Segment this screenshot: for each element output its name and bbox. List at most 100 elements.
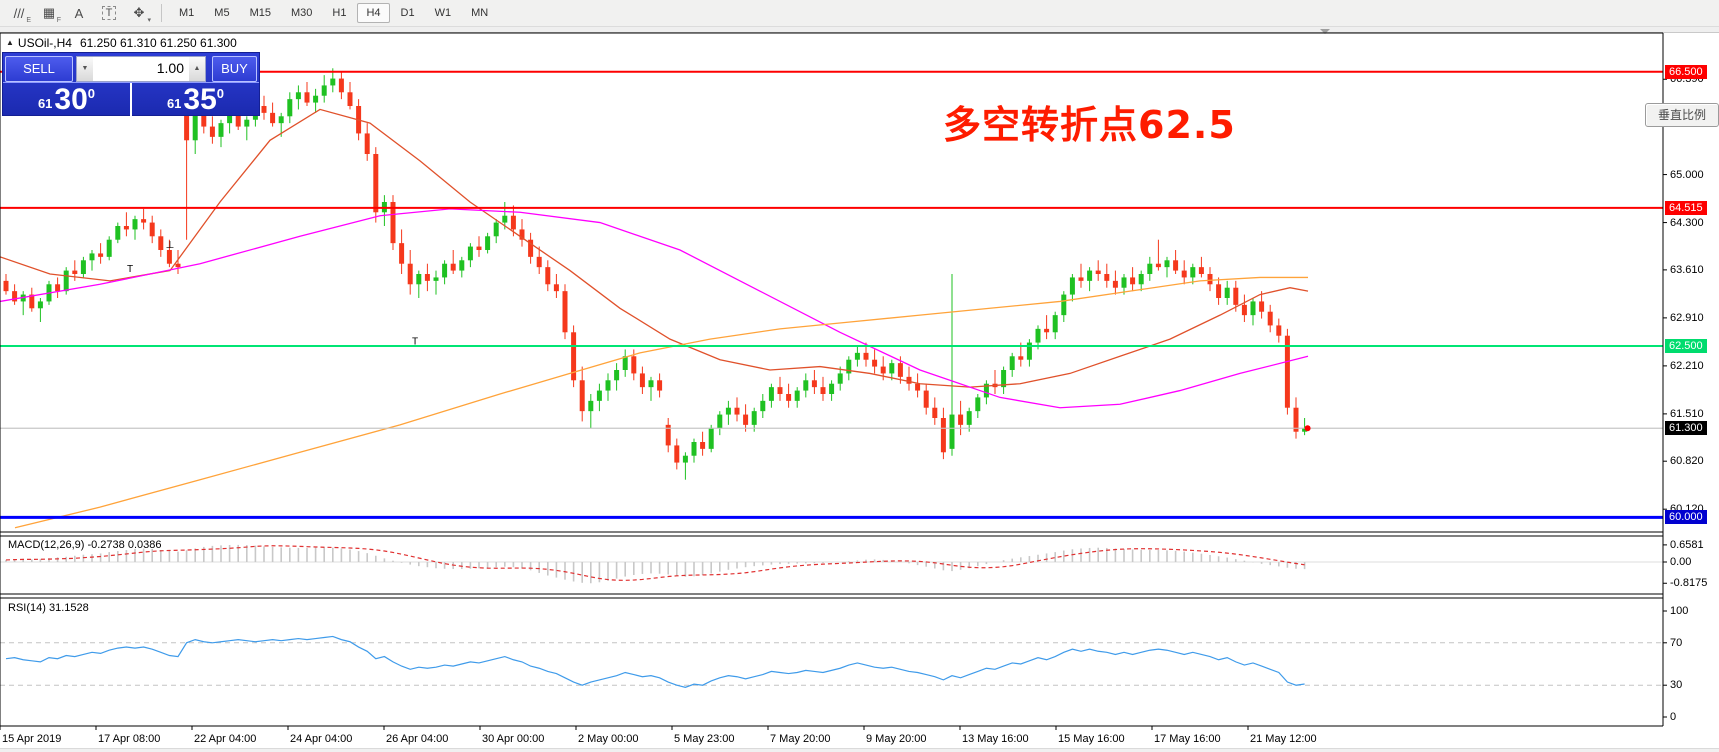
sell-button[interactable]: SELL xyxy=(5,55,73,82)
candle-body xyxy=(1121,277,1127,288)
candle-body xyxy=(295,92,301,100)
timeframe-button-mn[interactable]: MN xyxy=(471,7,489,19)
candle-body xyxy=(330,78,336,86)
candle-body xyxy=(863,352,869,360)
chart-shift-marker-icon[interactable] xyxy=(1320,29,1330,34)
sell-price[interactable]: 61 30 0 xyxy=(3,83,132,116)
candle-body xyxy=(1293,407,1299,432)
candle-body xyxy=(433,277,439,281)
timeframe-button-m15[interactable]: M15 xyxy=(249,7,271,19)
candle-body xyxy=(751,411,757,425)
main-pane[interactable]: T ⊥ T xyxy=(0,68,1663,529)
volume-input[interactable]: 1.00 xyxy=(93,56,189,81)
text-label-icon[interactable]: A xyxy=(74,5,84,21)
text-box-icon[interactable]: T xyxy=(95,2,123,24)
macd-pane[interactable] xyxy=(0,544,1663,584)
buy-price[interactable]: 61 35 0 xyxy=(132,83,259,116)
candle-body xyxy=(261,106,267,113)
candle-body xyxy=(89,253,95,261)
candle-body xyxy=(287,99,293,117)
candle-body xyxy=(777,387,783,394)
candle-body xyxy=(1190,267,1196,278)
candle-body xyxy=(467,246,473,261)
candle-body xyxy=(691,441,697,456)
candle-body xyxy=(132,219,138,230)
candle-body xyxy=(80,260,86,275)
candle-body xyxy=(562,291,568,333)
candle-body xyxy=(614,369,620,381)
candle-body xyxy=(218,123,224,137)
candle-body xyxy=(1284,335,1290,408)
candle-body xyxy=(476,246,482,251)
candle-body xyxy=(3,280,9,292)
candle-body xyxy=(872,359,878,367)
candle-body xyxy=(700,441,706,449)
timeframe-button-m30[interactable]: M30 xyxy=(290,7,313,19)
candle-body xyxy=(1026,342,1032,360)
candle-body xyxy=(932,407,938,418)
sell-price-pip: 0 xyxy=(87,86,96,101)
candle-body xyxy=(760,400,766,412)
candle-body xyxy=(622,356,628,370)
candle-body xyxy=(1130,277,1136,285)
ma-fast-red xyxy=(0,108,1309,388)
candle-body xyxy=(553,284,559,292)
candle-body xyxy=(1001,369,1007,388)
candle-body xyxy=(390,202,396,244)
timeframe-button-m1[interactable]: M1 xyxy=(179,7,195,19)
candle-body xyxy=(227,112,233,124)
candle-body xyxy=(1035,328,1041,343)
candle-body xyxy=(1155,263,1161,268)
candle-body xyxy=(811,380,817,388)
toolbar-separator xyxy=(161,4,162,22)
candle-body xyxy=(588,400,594,412)
candle-body xyxy=(605,380,611,391)
timeframe-button-h1[interactable]: H1 xyxy=(332,7,347,19)
candle-body xyxy=(29,294,35,309)
timeframe-button-d1[interactable]: D1 xyxy=(400,7,415,19)
candle-body xyxy=(1078,277,1084,281)
candle-body xyxy=(596,390,602,401)
candle-body xyxy=(536,256,542,268)
candle-body xyxy=(175,263,181,268)
candle-body xyxy=(1241,304,1247,316)
rsi-pane[interactable] xyxy=(0,635,1663,688)
candle-body xyxy=(682,455,688,463)
candle-body xyxy=(639,373,645,388)
candle-body xyxy=(1112,280,1118,288)
symbol-period: USOil-,H4 xyxy=(17,36,72,50)
candle-body xyxy=(829,383,835,394)
candle-body xyxy=(1198,267,1204,275)
candle-body xyxy=(1207,274,1213,285)
candle-body xyxy=(854,352,860,360)
candle-body xyxy=(72,270,78,275)
candle-body xyxy=(321,85,327,96)
candle-body xyxy=(923,390,929,408)
candle-body xyxy=(278,116,284,124)
volume-increase-icon[interactable]: ▲ xyxy=(189,56,205,81)
candle-body xyxy=(528,239,534,257)
object-marker: ⊥ xyxy=(166,240,175,251)
last-price-dot xyxy=(1304,425,1311,432)
candle-body xyxy=(983,383,989,398)
grid-fibo-icon[interactable]: ▦ F xyxy=(42,5,61,24)
candle-body xyxy=(545,267,551,285)
candle-body xyxy=(1164,260,1170,268)
arrows-icon[interactable]: ✥ ▾ xyxy=(133,5,151,24)
volume-decrease-icon[interactable]: ▼ xyxy=(77,56,93,81)
draw-lines-icon[interactable]: ///E xyxy=(13,5,31,25)
collapse-panel-icon[interactable]: ▲ xyxy=(6,38,14,47)
timeframe-button-h4[interactable]: H4 xyxy=(357,3,390,23)
candle-body xyxy=(846,359,852,374)
timeframe-button-w1[interactable]: W1 xyxy=(434,7,452,19)
buy-price-big: 35 xyxy=(183,82,217,116)
rsi-line xyxy=(5,635,1305,688)
timeframe-button-m5[interactable]: M5 xyxy=(214,7,230,19)
buy-button[interactable]: BUY xyxy=(212,55,257,82)
candle-body xyxy=(55,284,61,292)
candle-body xyxy=(880,366,886,374)
candle-body xyxy=(1052,315,1058,333)
candle-body xyxy=(485,236,491,251)
candle-body xyxy=(201,112,207,127)
